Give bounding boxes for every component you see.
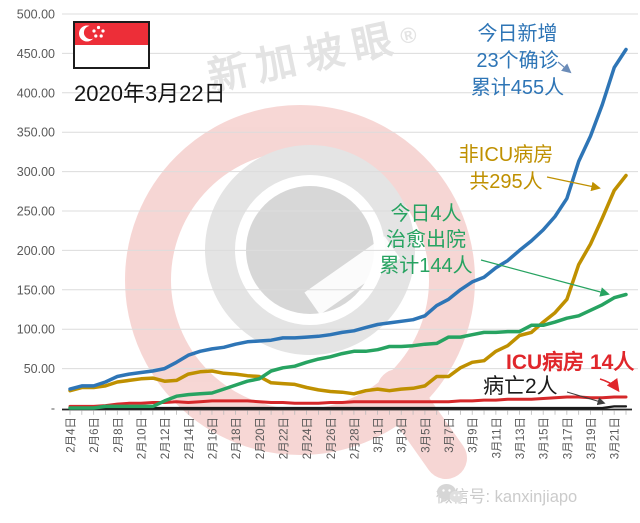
arrow-non-icu bbox=[546, 176, 601, 192]
arrow-discharged bbox=[480, 259, 610, 297]
callout-discharged-line1: 今日4人 bbox=[390, 203, 462, 225]
report-date: 2020年3月22日 bbox=[74, 81, 226, 106]
x-axis-label: 2月16日 bbox=[207, 417, 219, 459]
callout-non-icu-line1: 非ICU病房 bbox=[458, 144, 554, 166]
callout-confirmed-line3: 累计455人 bbox=[470, 77, 565, 99]
callout-discharged-line2: 治愈出院 bbox=[386, 229, 466, 251]
x-axis-label: 3月1日 bbox=[373, 417, 385, 453]
callout-confirmed: 今日新增 23个确诊 累计455人 bbox=[445, 21, 590, 102]
y-axis-label: 50.00 bbox=[24, 362, 55, 376]
y-axis-label: 250.00 bbox=[17, 205, 55, 219]
x-axis-label: 3月11日 bbox=[491, 417, 503, 458]
x-axis-label: 2月6日 bbox=[89, 417, 101, 453]
arrow-deaths bbox=[566, 391, 606, 406]
x-axis-label: 3月17日 bbox=[562, 417, 574, 459]
y-axis-label: 500.00 bbox=[17, 8, 55, 22]
x-axis-label: 2月4日 bbox=[66, 417, 78, 453]
x-axis-label: 2月22日 bbox=[278, 417, 290, 459]
flag-stars bbox=[92, 25, 105, 38]
arrow-icu bbox=[599, 377, 620, 393]
callout-non-icu-line2: 共295人 bbox=[469, 171, 543, 193]
x-axis-label: 2月8日 bbox=[113, 417, 125, 453]
callout-deaths: 病亡2人 bbox=[483, 375, 558, 398]
x-axis-label: 2月24日 bbox=[302, 417, 314, 459]
y-axis-label: 400.00 bbox=[17, 86, 55, 100]
y-axis-label: 100.00 bbox=[17, 323, 55, 337]
x-axis-label: 3月7日 bbox=[444, 417, 456, 453]
callout-icu: ICU病房 14人 bbox=[506, 351, 635, 374]
wechat-watermark: 微信号: kanxinjiapo bbox=[436, 483, 577, 507]
callout-confirmed-line1: 今日新增 bbox=[477, 23, 558, 45]
y-axis-label: 150.00 bbox=[17, 283, 55, 297]
x-axis-label: 3月3日 bbox=[397, 417, 409, 453]
x-axis-label: 2月20日 bbox=[255, 417, 267, 459]
y-axis-label: 200.00 bbox=[17, 244, 55, 258]
x-axis-label: 2月14日 bbox=[184, 417, 196, 459]
y-axis-label: 350.00 bbox=[17, 126, 55, 140]
x-axis-label: 3月13日 bbox=[515, 417, 527, 459]
x-axis-label: 3月21日 bbox=[610, 417, 622, 459]
y-axis-label: 450.00 bbox=[17, 47, 55, 61]
x-axis-label: 2月26日 bbox=[326, 417, 338, 459]
arrow-confirmed bbox=[557, 61, 572, 74]
singapore-flag-icon bbox=[73, 21, 150, 69]
y-axis-label: - bbox=[51, 402, 55, 416]
x-axis-label: 3月5日 bbox=[420, 417, 432, 453]
series-line-non_icu bbox=[68, 173, 628, 396]
x-axis-label: 3月9日 bbox=[468, 417, 480, 453]
x-axis-label: 3月15日 bbox=[539, 417, 551, 459]
callout-discharged: 今日4人 治愈出院 累计144人 bbox=[366, 201, 486, 279]
wechat-icon bbox=[437, 484, 464, 505]
callout-discharged-line3: 累计144人 bbox=[379, 255, 473, 277]
series-line-discharged bbox=[68, 292, 628, 410]
series-line-confirmed bbox=[68, 47, 628, 391]
x-axis-label: 3月19日 bbox=[586, 417, 598, 459]
wechat-id-text: 微信号: kanxinjiapo bbox=[436, 488, 578, 506]
series-line-deaths bbox=[68, 405, 628, 410]
callout-non-icu: 非ICU病房 共295人 bbox=[440, 142, 572, 196]
x-axis-label: 2月12日 bbox=[160, 417, 172, 459]
x-axis-label: 2月10日 bbox=[136, 417, 148, 459]
x-axis-label: 2月18日 bbox=[231, 417, 243, 459]
x-axis-label: 2月28日 bbox=[349, 417, 361, 459]
y-axis-label: 300.00 bbox=[17, 165, 55, 179]
callout-confirmed-line2: 23个确诊 bbox=[476, 50, 559, 72]
